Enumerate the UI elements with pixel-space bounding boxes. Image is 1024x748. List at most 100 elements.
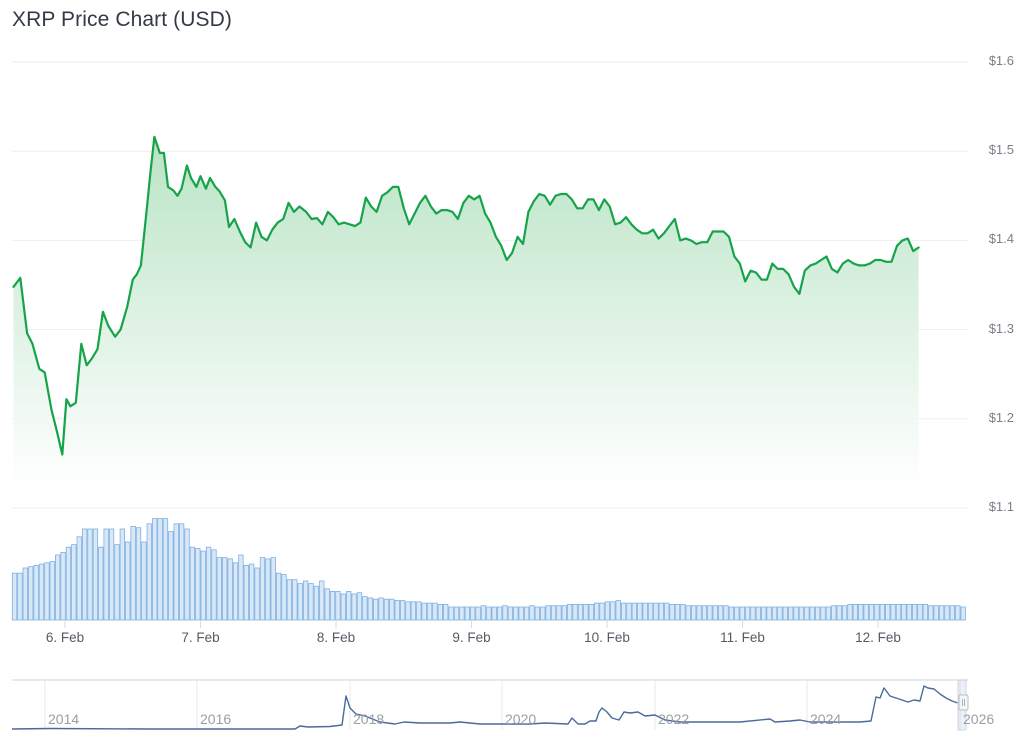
volume-bar [98,546,104,621]
volume-bar [443,604,449,621]
volume-bar [895,604,902,621]
y-axis-label: $1.3 [988,320,1014,336]
volume-bar [130,526,136,621]
volume-bar [211,549,217,621]
volume-bar [324,588,330,621]
price-line[interactable] [12,135,920,456]
volume-bar [922,604,929,621]
volume-bar [766,606,772,621]
volume-bar [836,605,842,621]
volume-bar [771,606,778,621]
volume-bar [782,606,788,621]
volume-bar [55,554,61,621]
volume-bar [335,591,341,621]
volume-bar [949,605,956,621]
volume-bar [200,550,206,621]
volume-bar [572,604,578,621]
volume-bar [459,606,465,621]
volume-bar [399,600,406,621]
volume-bar [642,602,648,621]
volume-bar [28,566,34,621]
volume-bar [33,565,39,621]
volume-bar [540,606,546,621]
volume-bar [389,598,395,621]
price-area [13,136,919,490]
navigator-year-label: 2024 [810,711,842,727]
volume-bar [421,602,427,621]
volume-bar [329,591,336,621]
volume-bar [475,606,481,621]
volume-bar [448,606,454,621]
volume-bar [491,606,497,621]
volume-bar [523,606,530,621]
volume-bar [841,605,848,621]
volume-bar [804,606,810,621]
volume-bar [195,548,201,621]
volume-bar [394,600,400,621]
navigator[interactable] [11,679,969,731]
x-axis-label: 12. Feb [855,630,901,645]
volume-bar [44,562,50,621]
volume-bar [631,602,638,621]
volume-bar [588,604,594,621]
volume-bar [60,552,66,621]
volume-bar [534,606,540,621]
navigator-year-label: 2022 [658,711,690,727]
volume-bar [38,563,45,621]
volume-bar [362,596,368,621]
volume-bar [890,604,896,621]
y-axis-label: $1.2 [988,409,1014,425]
navigator-year-label: 2014 [48,711,80,727]
volume-bar [793,606,799,621]
volume-bar [11,572,18,621]
volume-bar [173,523,179,621]
volume-bar [259,557,266,621]
volume-bar [464,606,470,621]
volume-bar [141,541,147,621]
volume-bar [270,557,276,621]
volume-bar [583,604,589,621]
volume-bar [470,606,476,621]
volume-bar [292,579,298,621]
volume-bar [168,531,174,621]
volume-bar [529,605,535,621]
volume-bar [92,528,99,621]
volume-bar [373,598,379,621]
volume-bar [561,605,567,621]
volume-bars[interactable] [11,518,966,621]
volume-bar [232,562,239,621]
volume-bar [275,572,282,621]
volume-bar [308,583,314,621]
volume-bar [664,602,670,621]
volume-bar [189,546,196,621]
volume-bar [152,518,158,621]
volume-bar [162,518,169,621]
volume-bar [216,557,223,621]
volume-bar [707,605,713,621]
volume-bar [852,604,858,621]
volume-bar [249,563,255,621]
volume-bar [480,605,487,621]
drag-handle-icon[interactable] [958,694,969,711]
volume-bar [87,528,93,621]
volume-bar [750,606,756,621]
volume-bar [820,606,826,621]
y-axis-label: $1.6 [988,53,1014,68]
volume-bar [65,546,72,621]
volume-bar [437,604,443,621]
volume-bar [885,604,891,621]
volume-bar [755,606,761,621]
volume-bar [76,536,82,621]
volume-bar [227,558,233,621]
volume-bar [297,583,303,621]
volume-bar [513,606,519,621]
volume-bar [917,604,923,621]
volume-bar [717,605,724,621]
volume-bar [739,606,745,621]
volume-bar [604,601,611,621]
navigator-year-label: 2018 [353,711,385,727]
volume-bar [71,544,77,621]
volume-bar [426,602,433,621]
volume-bar [416,601,422,621]
